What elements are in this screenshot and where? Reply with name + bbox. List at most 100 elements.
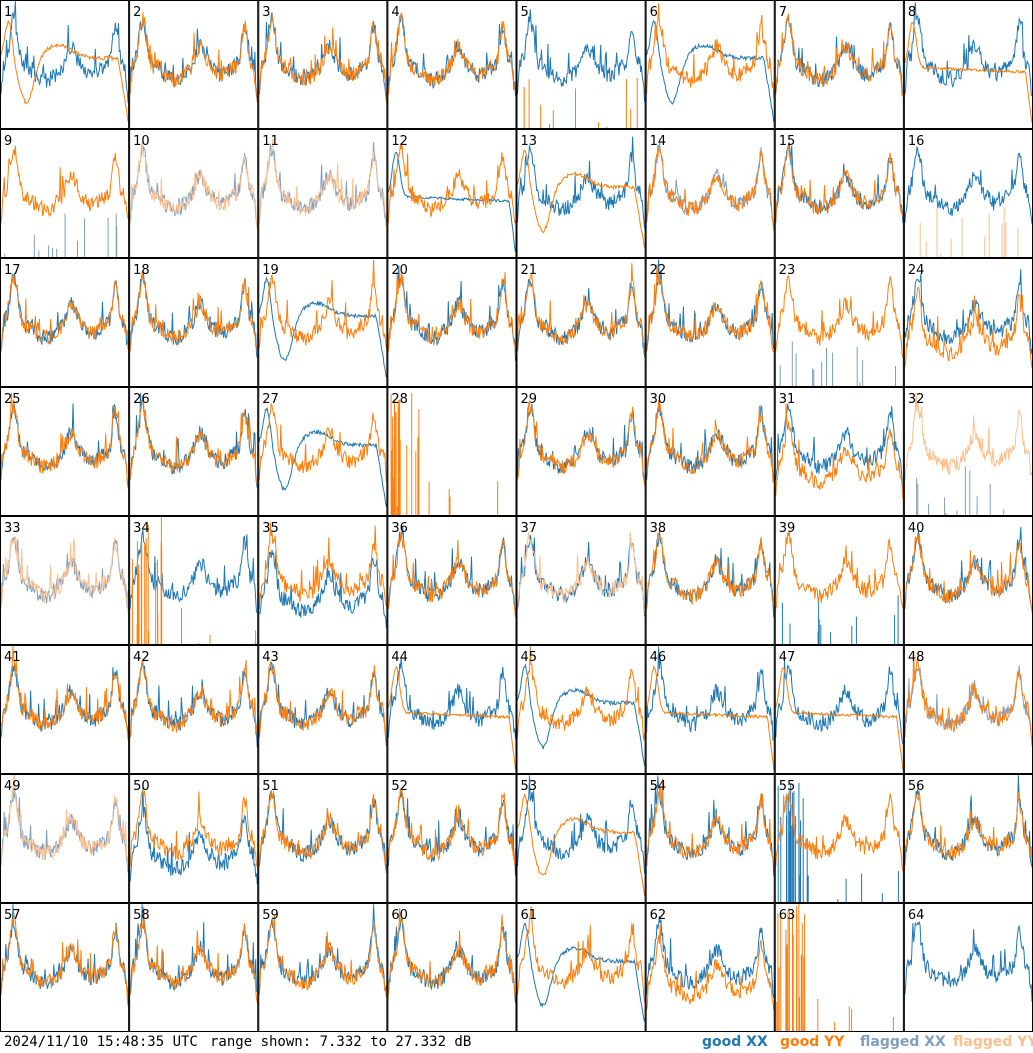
series-yy [129, 659, 258, 738]
panel-border [645, 387, 775, 516]
panel-border [645, 258, 775, 387]
series-yy [517, 793, 646, 896]
panel-border [516, 129, 646, 258]
panel-30: 30 [645, 387, 775, 516]
series-yy [919, 206, 1019, 258]
panel-number: 61 [521, 908, 538, 923]
panel-number: 63 [779, 908, 796, 923]
panel-34: 34 [129, 516, 259, 645]
series-yy [775, 790, 904, 872]
panel-number: 41 [4, 650, 21, 665]
series-xx [517, 775, 646, 874]
series-xx [0, 1, 129, 104]
series-yy [646, 147, 775, 231]
panel-border [645, 774, 775, 903]
panel-border [516, 258, 646, 387]
panel-border [387, 516, 517, 645]
panel-53: 53 [516, 774, 646, 903]
panel-number: 49 [4, 779, 21, 794]
panel-border [645, 903, 775, 1032]
series-xx [781, 595, 899, 645]
panel-border [258, 0, 388, 129]
panel-10: 10 [129, 129, 259, 258]
panel-5: 5 [516, 0, 646, 129]
panel-number: 28 [391, 392, 408, 407]
series-xx [904, 526, 1033, 610]
series-xx [258, 407, 387, 507]
panel-number: 16 [908, 134, 925, 149]
panel-29: 29 [516, 387, 646, 516]
panel-number: 37 [521, 521, 538, 536]
panel-39: 39 [774, 516, 904, 645]
series-xx [779, 341, 896, 387]
panel-number: 14 [650, 134, 667, 149]
panel-9: 9 [0, 129, 130, 258]
panel-number: 60 [391, 908, 408, 923]
panel-31: 31 [774, 387, 904, 516]
panel-number: 31 [779, 392, 796, 407]
panel-number: 15 [779, 134, 796, 149]
panel-number: 3 [262, 5, 270, 20]
panel-12: 12 [387, 129, 517, 258]
series-yy [129, 142, 258, 229]
panel-number: 9 [4, 134, 12, 149]
panel-number: 57 [4, 908, 21, 923]
series-xx [129, 787, 258, 885]
panel-45: 45 [516, 645, 646, 774]
panel-number: 13 [521, 134, 538, 149]
panel-3: 3 [258, 0, 388, 129]
panel-number: 33 [4, 521, 21, 536]
panel-54: 54 [645, 774, 775, 903]
range-shown: range shown: 7.332 to 27.332 dB [210, 1034, 472, 1050]
panel-border [645, 645, 775, 774]
panel-57: 57 [0, 903, 130, 1032]
panel-33: 33 [0, 516, 130, 645]
panel-border [0, 0, 130, 129]
panel-border [387, 129, 517, 258]
panel-18: 18 [129, 258, 259, 387]
panel-number: 11 [262, 134, 279, 149]
panel-border [387, 645, 517, 774]
series-yy [0, 646, 129, 740]
panel-border [0, 645, 130, 774]
panel-36: 36 [387, 516, 517, 645]
panel-border [258, 774, 388, 903]
panel-number: 38 [650, 521, 667, 536]
panel-number: 27 [262, 392, 279, 407]
panel-number: 30 [650, 392, 667, 407]
panel-51: 51 [258, 774, 388, 903]
panel-21: 21 [516, 258, 646, 387]
series-yy [387, 665, 516, 770]
panel-number: 32 [908, 392, 925, 407]
panel-border [774, 516, 904, 645]
panel-border [645, 516, 775, 645]
panel-number: 1 [4, 5, 12, 20]
panel-64: 64 [903, 903, 1033, 1032]
series-yy [129, 906, 258, 1003]
panel-border [774, 903, 904, 1032]
panel-border [645, 129, 775, 258]
series-xx [775, 660, 904, 745]
series-xx [904, 145, 1033, 225]
panel-14: 14 [645, 129, 775, 258]
panel-border [387, 387, 517, 516]
panel-border [516, 903, 646, 1032]
series-yy [646, 924, 775, 1011]
panel-number: 44 [391, 650, 408, 665]
panel-border [129, 774, 259, 903]
series-yy [646, 664, 775, 770]
panel-border [129, 516, 259, 645]
panel-border [387, 258, 517, 387]
series-yy [904, 791, 1033, 867]
series-xx [646, 400, 775, 481]
legend-good-xx: good XX [702, 1034, 768, 1050]
series-yy [390, 393, 499, 516]
series-yy [129, 12, 258, 103]
panel-number: 45 [521, 650, 538, 665]
series-xx [904, 268, 1033, 354]
series-yy [258, 14, 387, 104]
series-xx [517, 136, 646, 229]
panel-border [774, 387, 904, 516]
panel-number: 54 [650, 779, 667, 794]
legend-flagged-xx: flagged XX [860, 1034, 946, 1050]
